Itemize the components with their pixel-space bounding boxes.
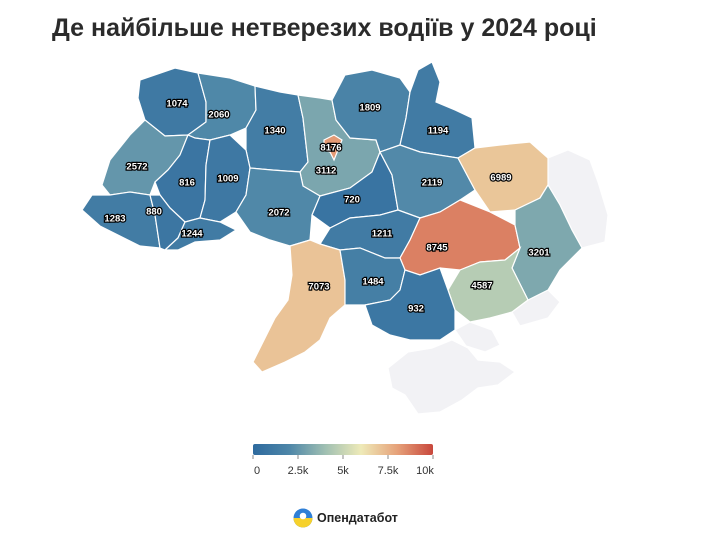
region-label-kherson: 932: [408, 304, 424, 315]
region-label-ivano-frankivsk: 880: [146, 207, 162, 218]
region-label-luhansk: 3201: [528, 248, 550, 259]
legend-tick-label: 0: [254, 465, 260, 477]
region-label-lviv: 2572: [126, 162, 147, 173]
region-label-vinnytsia: 2072: [268, 208, 289, 219]
region-label-khmelnytskyi: 1009: [217, 174, 238, 185]
labels-layer: 1074 2060 1340 3112 8176 1809 1194 2572 816 1009 2…: [103, 97, 551, 315]
region-label-zhytomyr: 1340: [264, 126, 285, 137]
opendatabot-logo-icon: [293, 508, 313, 528]
legend-tick-label: 7.5k: [378, 465, 399, 477]
region-label-odesa: 7073: [308, 282, 329, 293]
region-label-kharkiv: 6989: [490, 173, 511, 184]
region-label-kirovohrad: 1211: [372, 229, 393, 240]
region-chernivtsi: [163, 217, 238, 251]
region-odesa: [252, 239, 346, 373]
region-label-mykolaiv: 1484: [362, 277, 384, 288]
region-kyiv-city: [323, 134, 343, 162]
legend-ticks: 0 2.5k 5k 7.5k 10k: [252, 455, 434, 477]
color-legend: 0 2.5k 5k 7.5k 10k: [252, 444, 434, 477]
region-kherson: [364, 267, 456, 341]
region-label-chernihiv: 1809: [359, 103, 380, 114]
region-label-chernivtsi: 1244: [181, 229, 203, 240]
legend-tick-label: 2.5k: [288, 465, 309, 477]
legend-tick-label: 5k: [337, 465, 349, 477]
legend-color-bar: [253, 444, 433, 455]
brand-name: Опендатабот: [317, 511, 398, 525]
region-label-poltava: 2119: [422, 178, 443, 189]
region-label-dnipropetrovsk: 8745: [426, 243, 448, 254]
region-label-kyiv-oblast: 3112: [316, 166, 337, 177]
region-label-kyiv-city: 8176: [320, 143, 341, 154]
region-label-rivne: 2060: [208, 110, 229, 121]
legend-tick-label: 10k: [416, 465, 434, 477]
region-label-ternopil: 816: [179, 178, 195, 189]
map-title: Де найбільше нетверезих водіїв у 2024 ро…: [52, 14, 597, 42]
region-label-zakarpattia: 1283: [104, 214, 125, 225]
region-sumy: [399, 61, 476, 159]
region-label-donetsk: 4587: [471, 281, 492, 292]
brand: Опендатабот: [293, 508, 398, 528]
region-crimea: [387, 339, 517, 415]
regions-layer: [81, 61, 609, 415]
region-label-cherkasy: 720: [344, 195, 360, 206]
region-label-volyn: 1074: [166, 99, 188, 110]
region-label-sumy: 1194: [428, 126, 449, 137]
